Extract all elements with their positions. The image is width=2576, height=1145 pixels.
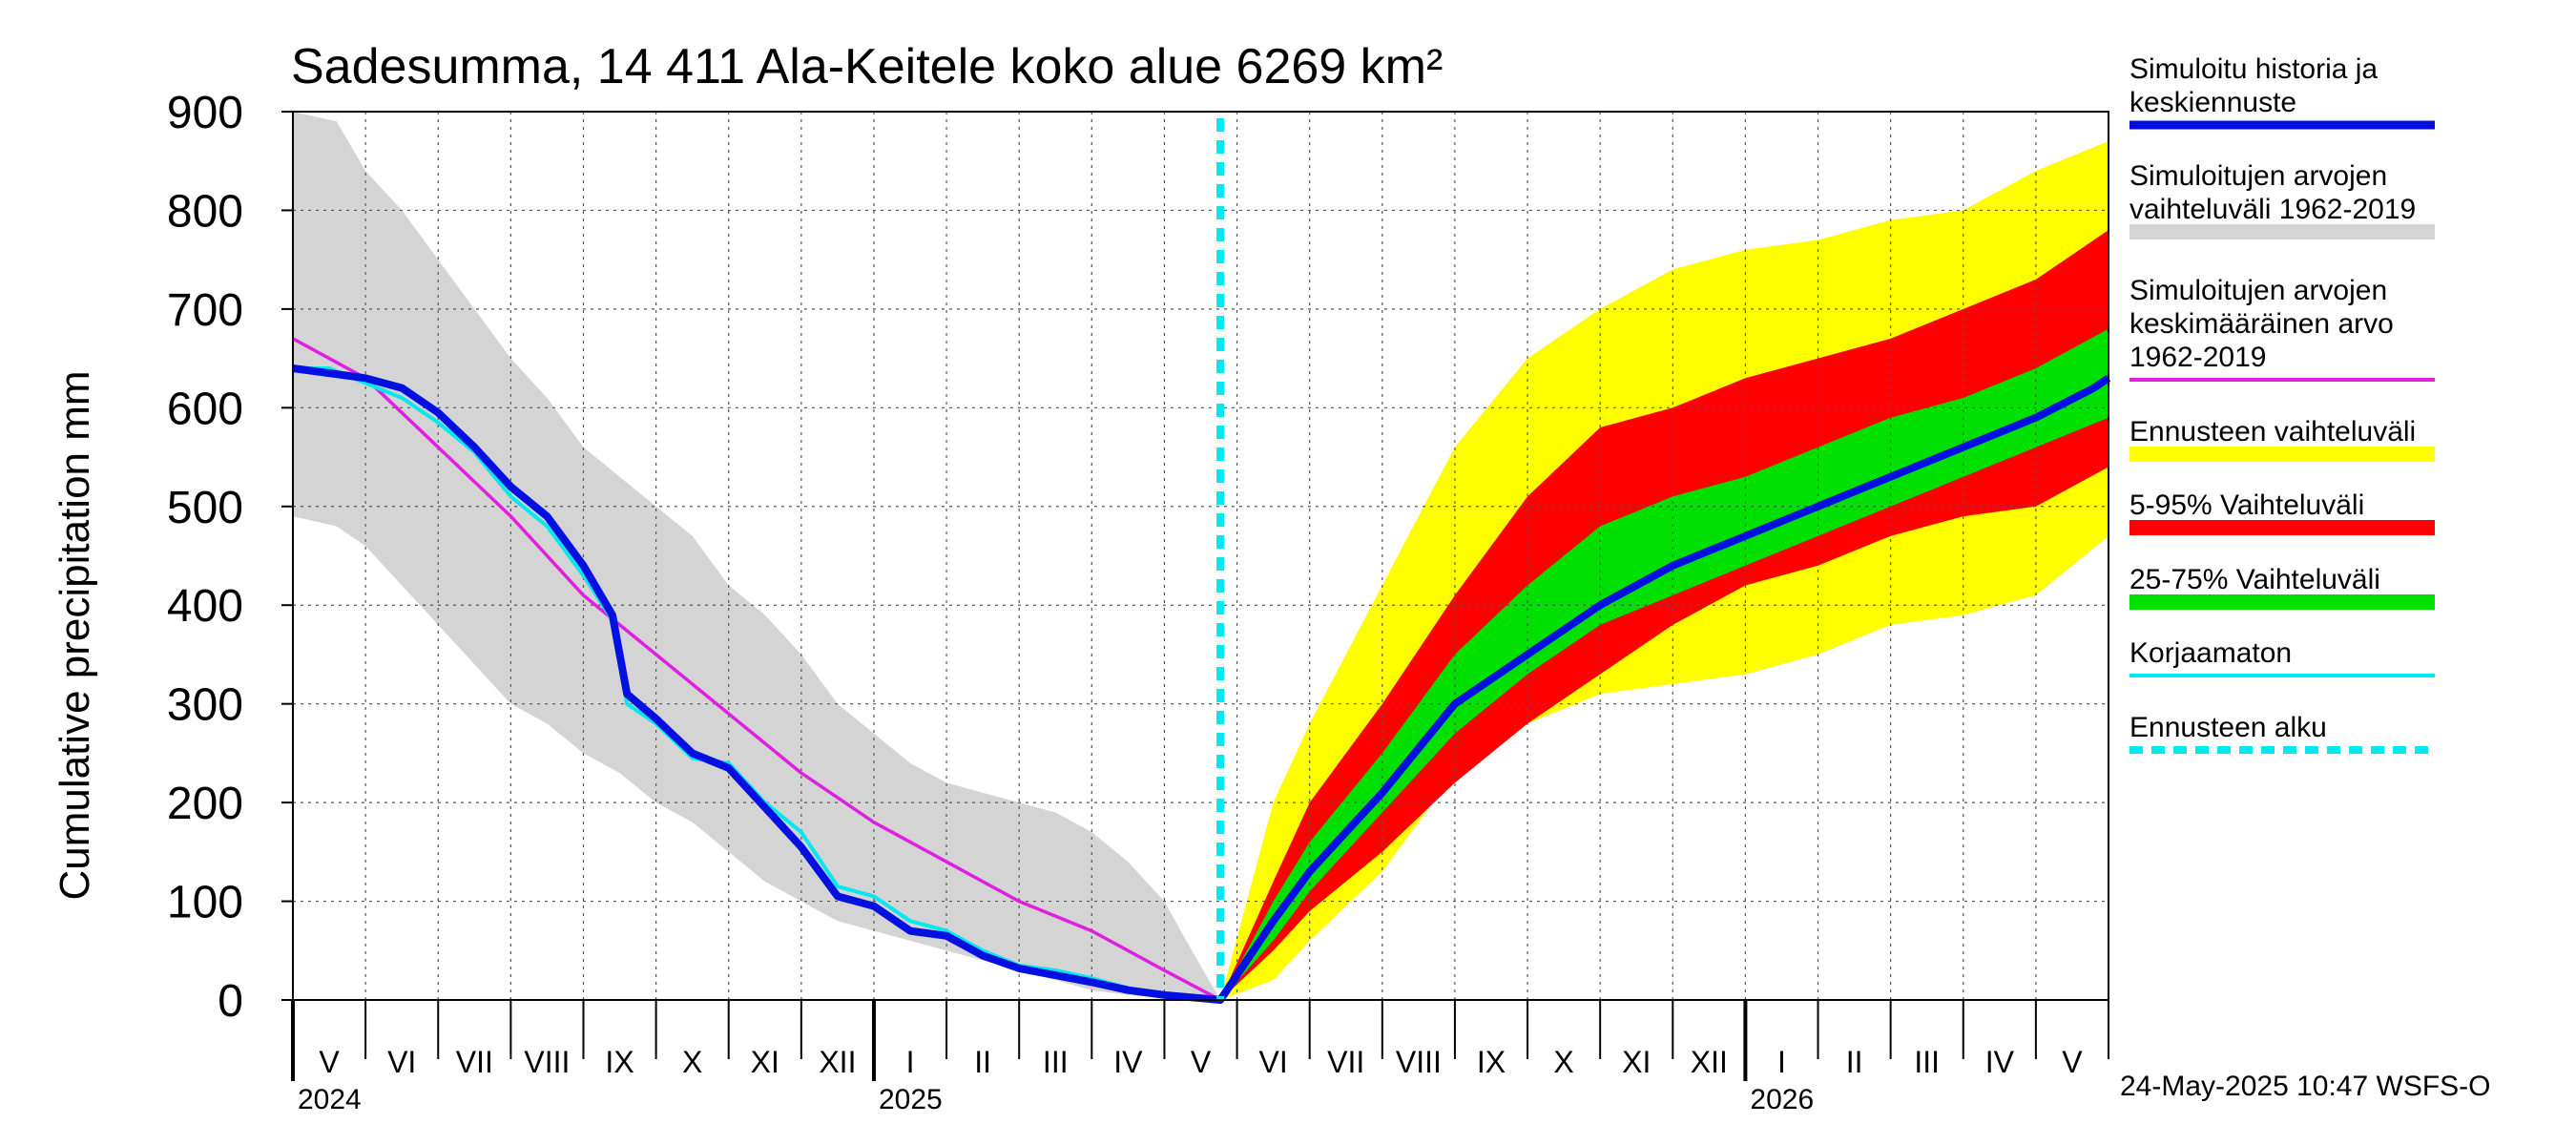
legend-label: Simuloitujen arvojen: [2129, 160, 2387, 192]
y-tick-label: 500: [167, 483, 243, 533]
y-tick-label: 400: [167, 581, 243, 632]
x-month-label: VIII: [524, 1045, 570, 1079]
x-month-label: VI: [387, 1045, 416, 1079]
historical-mean-line: [292, 337, 1221, 1002]
x-month-label: VII: [456, 1045, 493, 1079]
legend-label: keskimääräinen arvo: [2129, 308, 2394, 340]
forecast-25-75-band: [1220, 328, 2109, 1001]
x-month-label: V: [319, 1045, 340, 1079]
footer-timestamp: 24-May-2025 10:47 WSFS-O: [2120, 1071, 2491, 1102]
x-month-label: V: [2062, 1045, 2083, 1079]
historical-range-band: [293, 112, 1221, 1000]
x-month-label: VI: [1259, 1045, 1288, 1079]
x-month-label: XII: [1691, 1045, 1728, 1079]
x-month-label: XII: [819, 1045, 856, 1079]
legend-label: Ennusteen vaihteluväli: [2129, 416, 2416, 448]
x-month-label: X: [1553, 1045, 1573, 1079]
legend-label: 25-75% Vaihteluväli: [2129, 564, 2380, 595]
x-month-label: XI: [751, 1045, 779, 1079]
year-label: 2026: [1750, 1084, 1814, 1115]
y-tick-label: 200: [167, 779, 243, 829]
plot-frame: [292, 111, 2109, 1001]
legend-label: Korjaamaton: [2129, 637, 2292, 669]
uncorrected-line: [293, 366, 1221, 1002]
x-month-label: IV: [1985, 1045, 2015, 1079]
legend-label: Simuloitu historia ja: [2129, 53, 2378, 85]
plot-area: [292, 111, 2111, 1004]
legend-label: Ennusteen alku: [2129, 712, 2327, 743]
y-tick-label: 100: [167, 878, 243, 928]
legend-swatch: [2129, 520, 2435, 535]
legend-label: Simuloitujen arvojen: [2129, 275, 2387, 306]
y-tick-label: 0: [218, 976, 243, 1027]
y-tick-label: 700: [167, 285, 243, 336]
year-label: 2025: [879, 1084, 943, 1115]
legend-swatch: [2129, 224, 2435, 239]
legend-label: vaihteluväli 1962-2019: [2129, 194, 2416, 225]
x-month-label: IV: [1113, 1045, 1143, 1079]
simulated-mean-line: [292, 364, 2111, 1004]
legend-label: keskiennuste: [2129, 87, 2296, 118]
legend-swatch: [2129, 594, 2435, 610]
legend-swatch: [2129, 447, 2435, 462]
y-tick-label: 600: [167, 384, 243, 434]
year-label: 2024: [298, 1084, 362, 1115]
x-month-label: IX: [1477, 1045, 1506, 1079]
x-month-label: I: [1777, 1045, 1786, 1079]
x-month-label: III: [1914, 1045, 1940, 1079]
x-month-label: IX: [605, 1045, 634, 1079]
x-month-label: II: [974, 1045, 991, 1079]
y-tick-label: 800: [167, 186, 243, 237]
x-month-label: III: [1043, 1045, 1069, 1079]
chart-title: Sadesumma, 14 411 Ala-Keitele koko alue …: [291, 39, 1443, 94]
x-month-label: XI: [1622, 1045, 1651, 1079]
y-axis-label: Cumulative precipitation mm: [52, 370, 98, 900]
x-month-label: VIII: [1396, 1045, 1442, 1079]
x-month-label: X: [682, 1045, 702, 1079]
y-tick-label: 900: [167, 88, 243, 138]
legend-label: 5-95% Vaihteluväli: [2129, 489, 2364, 521]
x-month-label: II: [1846, 1045, 1863, 1079]
x-month-label: VII: [1327, 1045, 1364, 1079]
y-tick-label: 300: [167, 680, 243, 731]
x-month-label: I: [906, 1045, 915, 1079]
legend-label: 1962-2019: [2129, 342, 2266, 373]
x-month-label: V: [1191, 1045, 1212, 1079]
